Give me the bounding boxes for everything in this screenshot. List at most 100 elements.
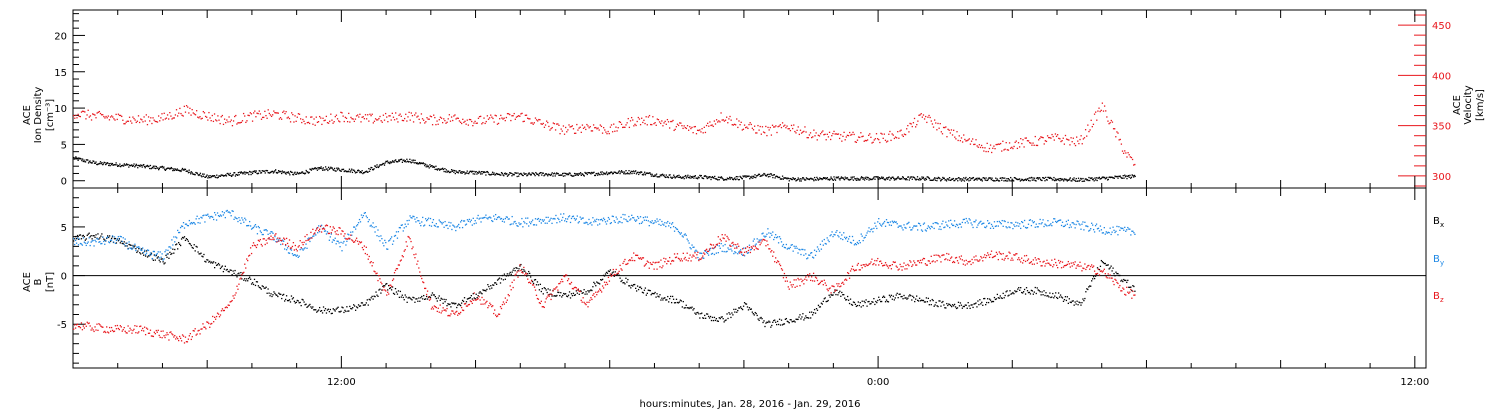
- data-point: [138, 164, 140, 167]
- data-point: [987, 178, 989, 180]
- data-point: [633, 125, 635, 127]
- data-point: [953, 220, 956, 222]
- data-point: [439, 169, 441, 171]
- data-point: [950, 304, 952, 307]
- data-point: [110, 326, 113, 329]
- data-point: [417, 163, 419, 165]
- top-left-tick-label: 0: [61, 177, 67, 188]
- data-point: [388, 240, 390, 242]
- data-point: [239, 122, 241, 124]
- data-point: [419, 300, 421, 302]
- data-point: [109, 330, 112, 332]
- data-point: [856, 177, 858, 180]
- data-point: [404, 294, 406, 296]
- data-point: [390, 285, 393, 288]
- data-point: [870, 136, 872, 138]
- data-point: [743, 302, 746, 304]
- data-point: [385, 241, 387, 244]
- data-point: [279, 237, 281, 240]
- data-point: [339, 170, 342, 172]
- data-point: [716, 320, 718, 322]
- data-point: [410, 162, 412, 164]
- data-point: [609, 222, 612, 225]
- data-point: [619, 221, 621, 223]
- data-point: [808, 134, 811, 136]
- data-point: [1037, 139, 1040, 141]
- data-point: [495, 283, 498, 285]
- data-point: [240, 271, 242, 274]
- data-point: [1084, 129, 1087, 131]
- data-point: [343, 311, 345, 314]
- data-point: [335, 114, 338, 116]
- data-point: [351, 234, 353, 236]
- data-point: [1126, 281, 1128, 284]
- data-point: [821, 303, 823, 305]
- data-point: [856, 139, 859, 141]
- data-point: [556, 172, 558, 174]
- data-point: [960, 137, 963, 139]
- data-point: [592, 286, 594, 288]
- data-point: [664, 297, 666, 299]
- data-point: [1065, 178, 1067, 180]
- data-point: [855, 305, 858, 308]
- data-point: [988, 147, 991, 150]
- data-point: [285, 249, 288, 251]
- data-point: [788, 247, 790, 250]
- data-point: [334, 115, 336, 118]
- data-point: [406, 160, 409, 162]
- data-point: [989, 299, 992, 301]
- data-point: [705, 124, 708, 127]
- data-point: [774, 236, 776, 239]
- data-point: [878, 178, 880, 180]
- data-point: [1131, 289, 1133, 292]
- data-point: [195, 218, 197, 220]
- data-point: [176, 115, 179, 117]
- data-point: [521, 268, 523, 271]
- data-point: [442, 121, 444, 124]
- data-point: [321, 228, 324, 230]
- data-point: [813, 308, 816, 311]
- data-point: [768, 232, 770, 234]
- data-point: [1037, 226, 1039, 228]
- data-point: [1085, 291, 1087, 293]
- data-point: [719, 317, 721, 320]
- data-point: [267, 238, 269, 240]
- data-point: [520, 172, 522, 175]
- data-point: [1083, 180, 1085, 182]
- data-point: [702, 317, 704, 319]
- data-point: [357, 114, 359, 116]
- data-point: [354, 172, 357, 174]
- data-point: [467, 220, 470, 222]
- data-point: [407, 223, 409, 225]
- data-point: [1060, 296, 1063, 298]
- data-point: [77, 238, 80, 240]
- data-point: [1052, 179, 1054, 181]
- data-point: [152, 117, 154, 119]
- data-point: [1068, 139, 1070, 141]
- data-point: [640, 222, 643, 224]
- data-point: [741, 254, 744, 256]
- data-point: [722, 318, 724, 320]
- data-point: [292, 174, 295, 176]
- data-point: [1113, 273, 1115, 275]
- data-point: [392, 292, 395, 295]
- data-point: [251, 171, 253, 173]
- data-point: [134, 165, 137, 167]
- data-point: [258, 110, 260, 112]
- data-point: [155, 120, 158, 123]
- data-point: [670, 120, 672, 123]
- data-point: [398, 296, 401, 299]
- data-point: [250, 252, 253, 255]
- data-point: [409, 158, 411, 160]
- data-point: [485, 214, 487, 216]
- data-point: [969, 177, 971, 179]
- data-point: [399, 159, 401, 161]
- data-point: [749, 122, 751, 124]
- data-point: [404, 223, 406, 225]
- data-point: [500, 114, 502, 117]
- data-point: [291, 298, 294, 300]
- data-point: [534, 117, 537, 119]
- data-point: [341, 230, 343, 232]
- data-point: [219, 122, 221, 125]
- data-point: [377, 295, 379, 297]
